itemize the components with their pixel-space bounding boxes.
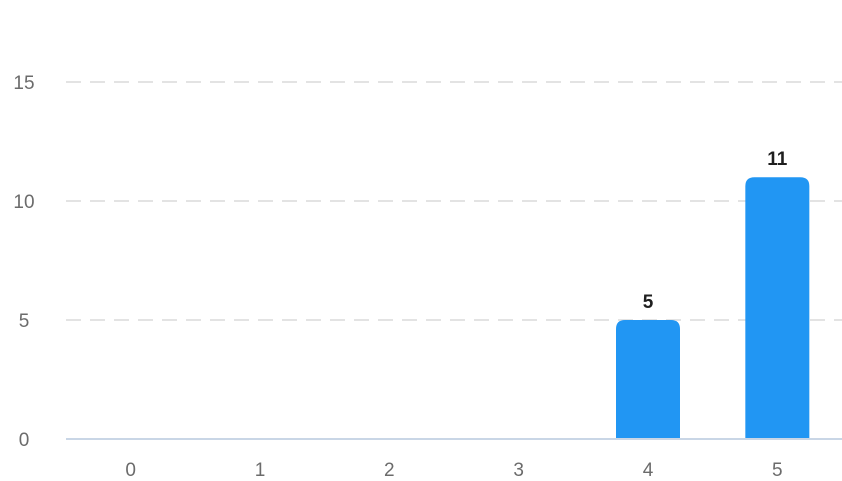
bar-5 (745, 177, 810, 439)
x-tick-label-4: 4 (643, 460, 654, 481)
y-tick-label-5: 5 (19, 311, 30, 332)
y-tick-label-15: 15 (13, 73, 34, 94)
bar-4 (616, 320, 680, 439)
gridlines (66, 81, 842, 321)
data-label-4: 5 (643, 292, 654, 313)
y-tick-label-10: 10 (13, 192, 34, 213)
data-label-5: 11 (767, 149, 788, 170)
x-tick-label-2: 2 (384, 460, 395, 481)
bars (616, 177, 810, 439)
labels: 0 5 10 15 0 1 2 3 5 4 11 5 (13, 73, 787, 481)
x-tick-label-5: 5 (772, 460, 783, 481)
x-tick-label-1: 1 (255, 460, 266, 481)
x-tick-label-3: 3 (513, 460, 524, 481)
y-tick-label-0: 0 (19, 430, 30, 451)
x-tick-label-0: 0 (125, 460, 136, 481)
